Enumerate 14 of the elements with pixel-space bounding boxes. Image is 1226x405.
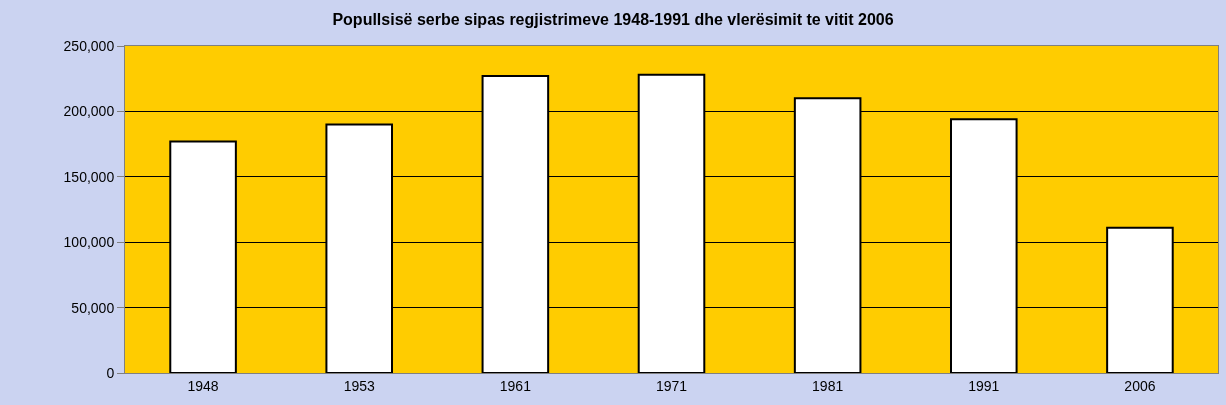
y-tick-label: 250,000: [63, 37, 115, 54]
x-tick-label: 1981: [812, 377, 844, 394]
x-tick-label: 1971: [655, 377, 688, 394]
y-tick-label: 200,000: [63, 103, 115, 120]
x-tick-label: 1961: [499, 377, 532, 394]
x-tick-label: 2006: [1124, 377, 1156, 394]
y-tick-label: 50,000: [71, 299, 115, 316]
x-tick-label: 1953: [343, 377, 375, 394]
x-tick-label: 1948: [187, 377, 219, 394]
y-tick-label: 150,000: [63, 168, 115, 185]
x-tick-label: 1991: [968, 377, 1000, 394]
y-tick-label: 0: [106, 364, 115, 381]
chart-title: Popullsisë serbe sipas regjistrimeve 1948-1991 dhe vlerësimit te vitit 2006: [332, 10, 894, 28]
y-tick-label: 100,000: [63, 234, 115, 251]
